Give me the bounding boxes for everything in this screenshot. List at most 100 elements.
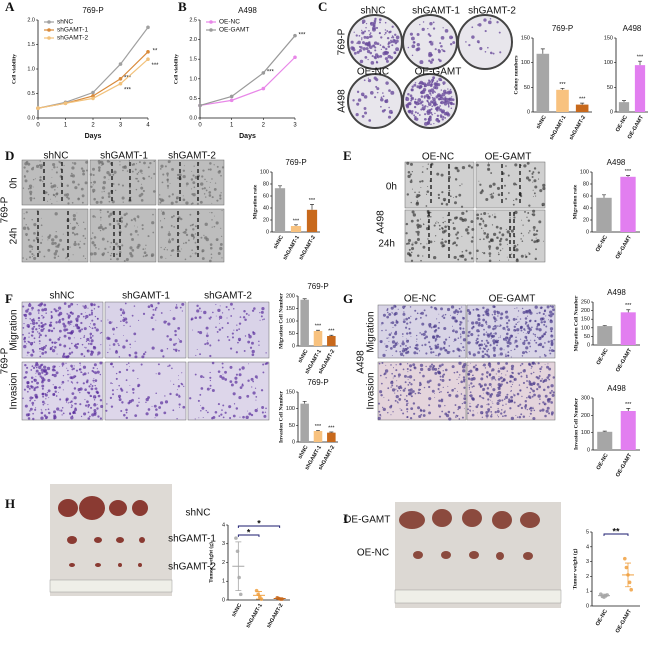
cell [152, 213, 154, 216]
cell [423, 309, 426, 312]
cell [93, 412, 97, 416]
cell [112, 183, 115, 185]
cell [534, 333, 537, 336]
cell [143, 161, 146, 165]
bar [536, 53, 550, 112]
cell [457, 405, 461, 410]
cell [39, 375, 42, 378]
bar [620, 411, 636, 450]
cell [133, 217, 137, 221]
colony [384, 31, 387, 34]
y-tick-label: 0 [586, 229, 589, 235]
point [293, 55, 297, 60]
cell [190, 317, 194, 321]
cell [210, 387, 212, 389]
cell [123, 259, 126, 262]
cell [174, 329, 177, 333]
bar [620, 176, 636, 232]
cell [87, 405, 90, 408]
cell [496, 319, 498, 321]
cell [89, 332, 93, 336]
cell [167, 187, 169, 189]
cell [509, 237, 511, 239]
colony [367, 79, 372, 83]
cell [175, 393, 179, 396]
colony [437, 83, 441, 87]
y-tick-label: 100 [260, 169, 269, 175]
cell [203, 193, 206, 195]
cell [462, 376, 466, 379]
cell [39, 347, 41, 350]
cell [251, 353, 255, 357]
y-tick-label: 0 [527, 109, 530, 115]
cell [29, 186, 32, 190]
cell [175, 200, 178, 204]
cell [66, 312, 68, 314]
cell [408, 253, 412, 257]
cell [512, 203, 515, 206]
colony [411, 85, 414, 88]
panel-letter: H [5, 496, 15, 511]
colony [434, 112, 436, 115]
cell [82, 255, 85, 257]
colony [352, 99, 355, 102]
cell [520, 413, 523, 416]
cell [125, 258, 129, 262]
cell [206, 411, 209, 414]
cell [58, 160, 61, 163]
cell [86, 337, 90, 342]
cell [211, 178, 213, 180]
cell [516, 244, 519, 246]
legend-marker [209, 28, 213, 32]
cell [497, 361, 500, 365]
significance: *** [559, 82, 566, 88]
cell [377, 416, 381, 420]
cell [458, 376, 460, 378]
cell [221, 326, 224, 329]
colony [440, 35, 445, 40]
cell [166, 335, 169, 338]
cell [540, 344, 542, 347]
colony [372, 26, 376, 30]
cell [468, 312, 472, 315]
error-bar [580, 102, 585, 105]
cell [62, 355, 66, 359]
colony [448, 97, 453, 102]
cell [88, 385, 91, 388]
cell [216, 239, 218, 241]
cell [419, 312, 422, 315]
cell [467, 330, 471, 334]
cell [499, 249, 502, 252]
cell [428, 404, 431, 407]
cell [407, 379, 409, 381]
colony [421, 27, 425, 31]
micrograph [104, 301, 187, 359]
cell [520, 254, 524, 258]
colony [431, 80, 434, 83]
cell [107, 351, 109, 354]
cell [442, 370, 444, 372]
cell [453, 255, 457, 260]
cell [544, 378, 548, 382]
cell [414, 191, 416, 194]
cell [219, 246, 223, 251]
cell [526, 161, 530, 165]
cell [486, 349, 488, 351]
cell [513, 199, 515, 202]
cell [67, 402, 69, 404]
colony [419, 60, 424, 65]
cell [487, 362, 492, 367]
cell [430, 326, 433, 329]
cell [124, 225, 127, 228]
cell [215, 326, 217, 329]
micrograph [404, 209, 475, 263]
colony [426, 111, 431, 115]
cell [247, 410, 248, 412]
cell [435, 222, 437, 224]
colony [395, 47, 400, 52]
colony [413, 100, 417, 103]
cell [102, 252, 106, 255]
cell [550, 384, 554, 388]
cell [397, 373, 401, 377]
